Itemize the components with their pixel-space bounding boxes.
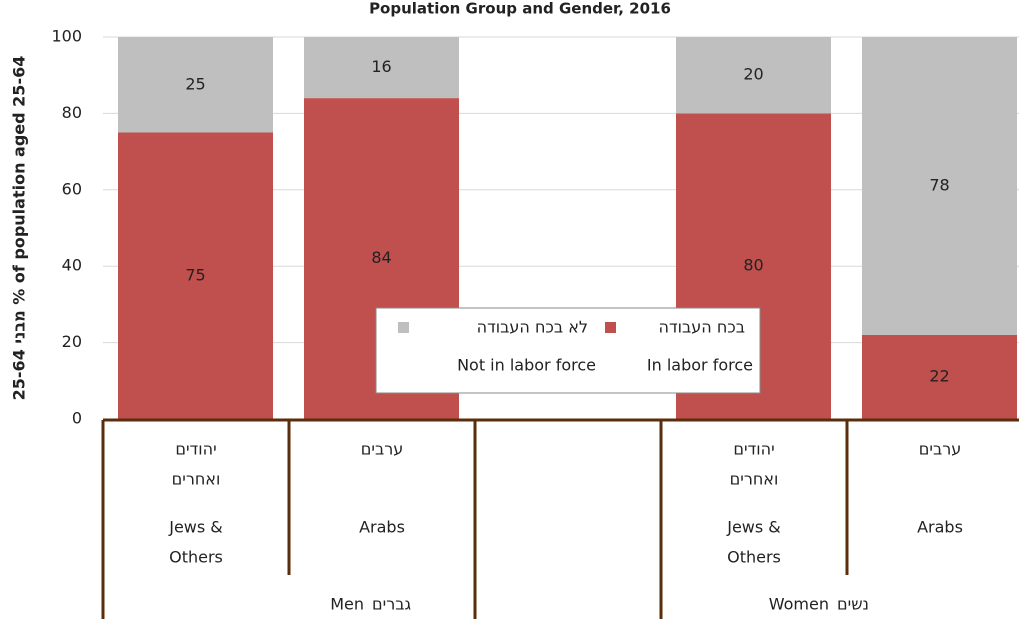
category-label-he: ערבים [361, 440, 404, 459]
category-label-he: יהודים [733, 440, 774, 459]
category-label-he: יהודים [175, 440, 216, 459]
category-label: Others [727, 548, 781, 567]
bar-segment [676, 37, 831, 114]
group-label: Men [330, 595, 364, 614]
category-label: Jews & [168, 518, 223, 537]
bar-segment [118, 37, 273, 133]
chart-title: Population Group and Gender, 2016 [369, 0, 671, 18]
legend-label: In labor force [647, 356, 753, 375]
y-tick-label: 80 [62, 103, 82, 122]
category-label: Jews & [726, 518, 781, 537]
legend-swatch [605, 322, 616, 333]
category-label: Others [169, 548, 223, 567]
category-label: Arabs [359, 518, 405, 537]
value-label: 78 [929, 175, 949, 194]
value-label: 16 [371, 57, 391, 76]
value-label: 25 [185, 74, 205, 93]
legend: בכח העבודה In labor force לא בכח העבודה Not… [375, 307, 761, 394]
value-label: 75 [185, 265, 205, 284]
category-label-he: ואחרים [730, 470, 779, 489]
legend-label-he: לא בכח העבודה [477, 318, 588, 337]
group-label: Women [769, 595, 829, 614]
value-label: 22 [929, 366, 949, 385]
group-label-he: נשים [837, 595, 869, 614]
y-axis-label: מבני 25-64 % of population aged 25-64 [10, 56, 29, 401]
bar-segment [118, 132, 273, 419]
bar-segment [862, 37, 1017, 335]
bar-segment [862, 334, 1017, 419]
legend-label-he: בכח העבודה [658, 318, 745, 337]
value-label: 80 [743, 256, 763, 275]
legend-label: Not in labor force [457, 356, 596, 375]
y-tick-label: 60 [62, 179, 82, 198]
value-label: 84 [371, 248, 391, 267]
bar-segment [304, 37, 459, 99]
y-tick-label: 40 [62, 256, 82, 275]
legend-box [375, 307, 761, 394]
category-label-he: ערבים [919, 440, 962, 459]
legend-swatch [398, 322, 409, 333]
y-tick-label: 20 [62, 332, 82, 351]
y-tick-label: 0 [72, 409, 82, 428]
category-label: Arabs [917, 518, 963, 537]
value-label: 20 [743, 65, 763, 84]
y-tick-label: 100 [51, 27, 82, 46]
category-label-he: ואחרים [172, 470, 221, 489]
group-label-he: גברים [372, 595, 411, 614]
